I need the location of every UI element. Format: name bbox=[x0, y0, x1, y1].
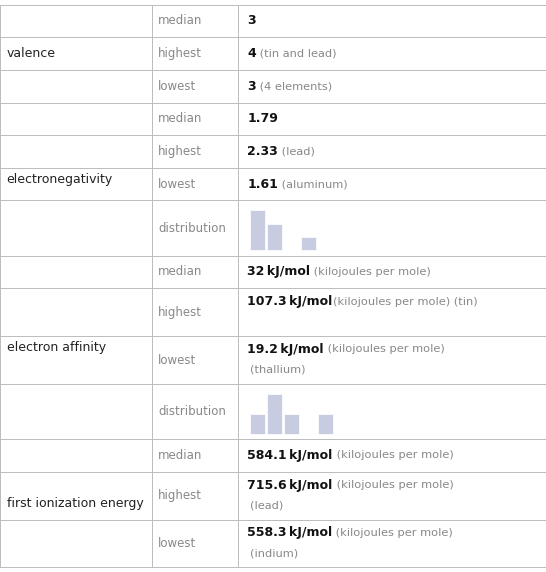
Text: 3: 3 bbox=[247, 80, 256, 93]
Text: (indium): (indium) bbox=[250, 548, 298, 558]
Text: 3: 3 bbox=[247, 14, 256, 27]
Text: (kilojoules per mole): (kilojoules per mole) bbox=[333, 450, 453, 460]
Text: 1.61: 1.61 bbox=[247, 178, 278, 190]
Text: electronegativity: electronegativity bbox=[7, 173, 113, 185]
Text: (kilojoules per mole): (kilojoules per mole) bbox=[333, 480, 453, 490]
Text: 19.2 kJ/mol: 19.2 kJ/mol bbox=[247, 343, 324, 356]
Text: (thallium): (thallium) bbox=[250, 364, 306, 375]
Text: 558.3 kJ/mol: 558.3 kJ/mol bbox=[247, 526, 333, 539]
Text: highest: highest bbox=[158, 305, 203, 319]
Bar bbox=[284, 414, 299, 434]
Text: lowest: lowest bbox=[158, 537, 197, 550]
Bar bbox=[318, 414, 333, 434]
Text: (aluminum): (aluminum) bbox=[278, 179, 348, 189]
Text: 4: 4 bbox=[247, 47, 256, 60]
Text: electron affinity: electron affinity bbox=[7, 341, 106, 354]
Text: valence: valence bbox=[7, 47, 56, 60]
Text: first ionization energy: first ionization energy bbox=[7, 496, 143, 510]
Text: 1.79: 1.79 bbox=[247, 112, 278, 125]
Text: (kilojoules per mole) (tin): (kilojoules per mole) (tin) bbox=[333, 297, 477, 307]
Text: distribution: distribution bbox=[158, 405, 226, 418]
Text: (kilojoules per mole): (kilojoules per mole) bbox=[333, 528, 453, 538]
Bar bbox=[267, 394, 282, 434]
Text: highest: highest bbox=[158, 145, 203, 158]
Text: lowest: lowest bbox=[158, 353, 197, 367]
Text: (tin and lead): (tin and lead) bbox=[256, 49, 336, 58]
Text: 32 kJ/mol: 32 kJ/mol bbox=[247, 265, 310, 279]
Text: distribution: distribution bbox=[158, 221, 226, 235]
Text: 2.33: 2.33 bbox=[247, 145, 278, 158]
Bar bbox=[267, 224, 282, 250]
Bar bbox=[250, 414, 265, 434]
Bar bbox=[301, 237, 316, 250]
Text: (kilojoules per mole): (kilojoules per mole) bbox=[310, 267, 431, 277]
Text: lowest: lowest bbox=[158, 178, 197, 190]
Text: 107.3 kJ/mol: 107.3 kJ/mol bbox=[247, 295, 333, 308]
Text: 715.6 kJ/mol: 715.6 kJ/mol bbox=[247, 479, 333, 492]
Text: median: median bbox=[158, 265, 203, 279]
Text: (lead): (lead) bbox=[278, 146, 315, 157]
Text: (kilojoules per mole): (kilojoules per mole) bbox=[324, 344, 444, 355]
Text: 584.1 kJ/mol: 584.1 kJ/mol bbox=[247, 449, 333, 462]
Bar bbox=[250, 210, 265, 250]
Text: median: median bbox=[158, 14, 203, 27]
Text: (4 elements): (4 elements) bbox=[256, 81, 332, 91]
Text: median: median bbox=[158, 449, 203, 462]
Text: median: median bbox=[158, 112, 203, 125]
Text: highest: highest bbox=[158, 489, 203, 502]
Text: (lead): (lead) bbox=[250, 500, 283, 510]
Text: highest: highest bbox=[158, 47, 203, 60]
Text: lowest: lowest bbox=[158, 80, 197, 93]
